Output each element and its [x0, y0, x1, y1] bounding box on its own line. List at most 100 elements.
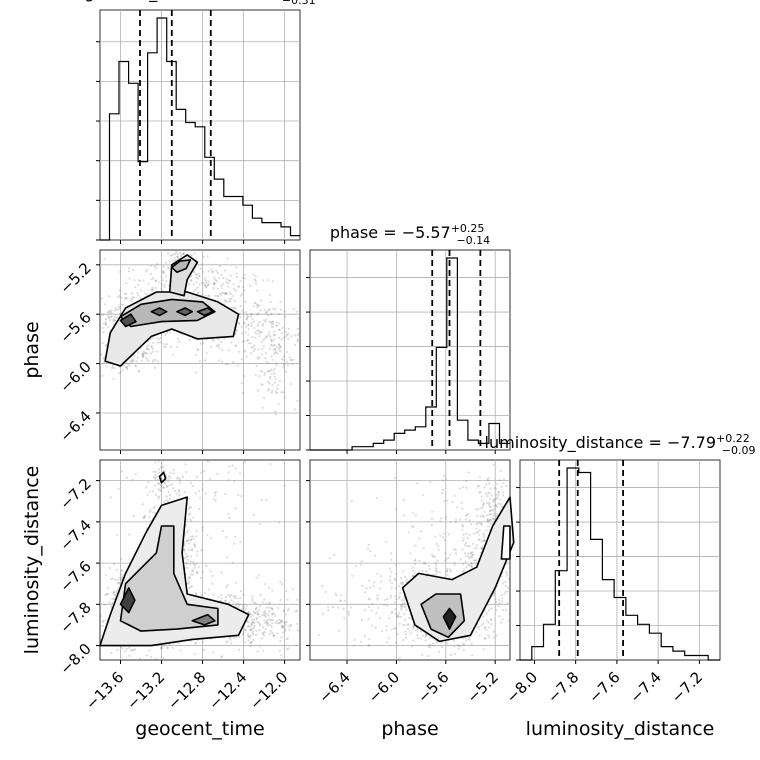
- sample-point-1607: [146, 268, 149, 271]
- sample-point-97: [115, 591, 118, 594]
- sample-point-531: [147, 282, 150, 286]
- sample-point-1081: [203, 359, 207, 362]
- sample-point-803: [405, 608, 408, 611]
- sample-point-1693: [212, 283, 215, 286]
- sample-point-1280: [489, 518, 493, 521]
- sample-point-411: [222, 291, 225, 294]
- sample-point-1687: [240, 293, 243, 296]
- sample-point-641: [400, 606, 403, 609]
- sample-point-1707: [187, 283, 190, 286]
- sample-point-1783: [131, 478, 134, 481]
- sample-point-582: [421, 569, 424, 573]
- sample-point-1469: [280, 308, 283, 311]
- sample-point-1021: [162, 270, 165, 273]
- sample-point-1151: [500, 575, 503, 578]
- sample-point-1591: [247, 621, 250, 624]
- sample-point-1700: [256, 650, 259, 653]
- sample-point-283: [163, 343, 166, 346]
- sample-point-784: [238, 636, 241, 639]
- sample-point-586: [107, 310, 110, 313]
- sample-point-1337: [258, 375, 261, 378]
- sample-point-1195: [486, 521, 489, 524]
- sample-point-1199: [497, 490, 500, 493]
- sample-point-1192: [502, 478, 506, 481]
- sample-point-445: [187, 577, 190, 580]
- sample-point-1585: [254, 608, 257, 611]
- sample-point-1799: [169, 476, 172, 479]
- sample-point-1814: [193, 543, 196, 546]
- sample-point-673: [388, 617, 391, 620]
- sample-point-960: [488, 519, 491, 522]
- sample-point-840: [252, 633, 255, 636]
- sample-point-1228: [166, 646, 169, 649]
- sample-point-1705: [172, 259, 175, 262]
- sample-point-465: [125, 297, 128, 300]
- sample-point-1229: [488, 505, 491, 508]
- sample-point-1055: [173, 257, 176, 260]
- sample-point-335: [186, 555, 190, 558]
- sample-point-1159: [271, 612, 274, 615]
- sample-point-918: [102, 331, 105, 334]
- sample-point-1186: [495, 512, 498, 515]
- sample-point-941: [255, 617, 258, 620]
- sample-point-818: [250, 640, 253, 643]
- sample-point-1786: [209, 570, 212, 573]
- sample-point-1121: [242, 311, 245, 314]
- sample-point-1332: [254, 374, 257, 377]
- sample-point-1091: [473, 532, 476, 535]
- sample-point-1181: [188, 338, 191, 341]
- sample-point-664: [405, 578, 408, 581]
- sample-point-1045: [169, 254, 172, 257]
- sample-point-636: [188, 506, 191, 509]
- sample-point-1122: [260, 331, 263, 334]
- sample-point-987: [220, 597, 223, 600]
- sample-point-1504: [135, 365, 138, 368]
- sample-point-1765: [227, 471, 230, 474]
- sample-point-1012: [490, 618, 493, 621]
- sample-point-1087: [234, 344, 237, 347]
- sample-point-1585: [206, 285, 209, 288]
- sample-point-1456: [130, 648, 133, 651]
- sample-point-1305: [273, 338, 276, 341]
- sample-point-1241: [496, 496, 499, 499]
- sample-point-1285: [245, 325, 248, 328]
- sample-point-1434: [264, 357, 267, 360]
- sample-point-1103: [464, 518, 467, 521]
- sample-point-1717: [150, 278, 153, 281]
- sample-point-1477: [154, 359, 157, 362]
- sample-point-1660: [154, 265, 157, 268]
- sample-point-88: [225, 300, 228, 303]
- sample-point-845: [112, 317, 115, 320]
- sample-point-1712: [119, 270, 122, 273]
- sample-point-1641: [211, 270, 214, 273]
- sample-point-1224: [212, 339, 215, 342]
- sample-point-1627: [284, 623, 287, 627]
- sample-point-961: [482, 648, 485, 651]
- sample-point-1459: [265, 336, 268, 339]
- sample-point-1744: [172, 468, 175, 471]
- sample-point-1851: [157, 460, 160, 463]
- sample-point-1832: [179, 479, 182, 482]
- sample-point-1857: [167, 475, 170, 478]
- sample-point-1555: [145, 357, 148, 360]
- sample-point-32: [111, 597, 114, 601]
- sample-point-1301: [219, 340, 223, 344]
- sample-point-1567: [256, 620, 259, 623]
- sample-point-151: [113, 593, 116, 597]
- sample-point-112: [223, 299, 226, 302]
- sample-point-956: [250, 618, 254, 621]
- sample-point-1780: [265, 499, 268, 502]
- sample-point-1408: [270, 312, 273, 315]
- sample-point-1384: [274, 378, 277, 381]
- sample-point-1247: [481, 514, 485, 517]
- sample-point-790: [400, 599, 404, 602]
- sample-point-1067: [294, 343, 297, 346]
- sample-point-1543: [134, 364, 137, 367]
- sample-point-1171: [265, 311, 268, 314]
- sample-point-1435: [276, 345, 279, 349]
- sample-point-1451: [278, 343, 281, 346]
- sample-point-1593: [239, 294, 242, 297]
- sample-point-1590: [271, 280, 274, 283]
- sample-point-1164: [278, 348, 281, 351]
- sample-point-1702: [252, 273, 255, 276]
